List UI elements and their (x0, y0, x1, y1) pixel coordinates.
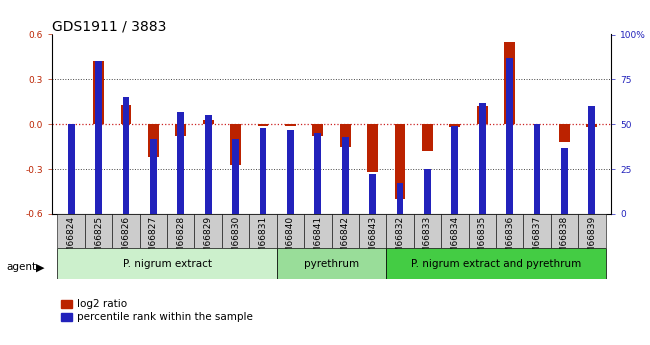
Bar (312, 124, 323, 136)
Legend: log2 ratio, percentile rank within the sample: log2 ratio, percentile rank within the s… (57, 295, 257, 326)
FancyBboxPatch shape (359, 214, 386, 248)
Text: GSM66841: GSM66841 (313, 216, 322, 265)
FancyBboxPatch shape (222, 214, 250, 248)
Text: GSM66834: GSM66834 (450, 216, 460, 265)
Text: P. nigrum extract: P. nigrum extract (123, 259, 212, 269)
Text: GDS1911 / 3883: GDS1911 / 3883 (52, 19, 166, 33)
FancyBboxPatch shape (578, 214, 606, 248)
Text: GSM66826: GSM66826 (122, 216, 131, 265)
Bar (95, 61, 102, 214)
Bar (342, 137, 348, 214)
Bar (586, 124, 597, 127)
Bar (506, 58, 513, 214)
FancyBboxPatch shape (57, 214, 85, 248)
Bar (369, 175, 376, 214)
Bar (534, 124, 540, 214)
Text: GSM66827: GSM66827 (149, 216, 158, 265)
FancyBboxPatch shape (85, 214, 112, 248)
Text: GSM66833: GSM66833 (423, 216, 432, 265)
FancyBboxPatch shape (551, 214, 578, 248)
FancyBboxPatch shape (140, 214, 167, 248)
Text: P. nigrum extract and pyrethrum: P. nigrum extract and pyrethrum (411, 259, 581, 269)
FancyBboxPatch shape (386, 248, 606, 279)
Bar (396, 184, 404, 214)
Text: GSM66835: GSM66835 (478, 216, 487, 265)
Text: GSM66837: GSM66837 (532, 216, 541, 265)
Bar (476, 106, 488, 124)
Bar (203, 120, 214, 124)
Bar (68, 124, 75, 214)
Bar (340, 124, 351, 147)
FancyBboxPatch shape (413, 214, 441, 248)
Bar (176, 124, 187, 136)
FancyBboxPatch shape (469, 214, 496, 248)
FancyBboxPatch shape (386, 214, 413, 248)
FancyBboxPatch shape (441, 214, 469, 248)
Bar (367, 124, 378, 172)
FancyBboxPatch shape (194, 214, 222, 248)
Text: ▶: ▶ (36, 263, 44, 272)
FancyBboxPatch shape (57, 248, 277, 279)
Bar (257, 124, 268, 126)
FancyBboxPatch shape (167, 214, 194, 248)
FancyBboxPatch shape (304, 214, 332, 248)
Text: GSM66843: GSM66843 (368, 216, 377, 265)
Text: GSM66828: GSM66828 (176, 216, 185, 265)
Text: GSM66831: GSM66831 (259, 216, 268, 265)
Bar (93, 61, 104, 124)
Text: GSM66825: GSM66825 (94, 216, 103, 265)
Bar (232, 139, 239, 214)
Bar (123, 97, 129, 214)
Bar (315, 133, 321, 214)
Text: GSM66829: GSM66829 (203, 216, 213, 265)
Bar (422, 124, 433, 151)
Bar (148, 124, 159, 157)
Bar (150, 139, 157, 214)
Text: GSM66830: GSM66830 (231, 216, 240, 265)
Bar (451, 126, 458, 214)
FancyBboxPatch shape (112, 214, 140, 248)
Text: GSM66840: GSM66840 (286, 216, 295, 265)
Text: GSM66839: GSM66839 (588, 216, 596, 265)
FancyBboxPatch shape (332, 214, 359, 248)
Bar (120, 105, 131, 124)
FancyBboxPatch shape (250, 214, 277, 248)
FancyBboxPatch shape (277, 248, 386, 279)
Bar (588, 106, 595, 214)
Bar (479, 103, 486, 214)
Bar (287, 130, 294, 214)
Bar (424, 169, 431, 214)
Text: pyrethrum: pyrethrum (304, 259, 359, 269)
Bar (205, 115, 212, 214)
Bar (504, 42, 515, 124)
Text: GSM66824: GSM66824 (67, 216, 75, 265)
Bar (559, 124, 570, 142)
Text: GSM66842: GSM66842 (341, 216, 350, 265)
Bar (230, 124, 241, 165)
FancyBboxPatch shape (496, 214, 523, 248)
Bar (561, 148, 568, 214)
Bar (449, 124, 460, 127)
FancyBboxPatch shape (277, 214, 304, 248)
Text: agent: agent (6, 263, 36, 272)
Bar (177, 112, 184, 214)
Text: GSM66836: GSM66836 (505, 216, 514, 265)
Bar (395, 124, 406, 199)
Bar (259, 128, 266, 214)
FancyBboxPatch shape (523, 214, 551, 248)
Text: GSM66838: GSM66838 (560, 216, 569, 265)
Bar (285, 124, 296, 126)
Text: GSM66832: GSM66832 (395, 216, 404, 265)
